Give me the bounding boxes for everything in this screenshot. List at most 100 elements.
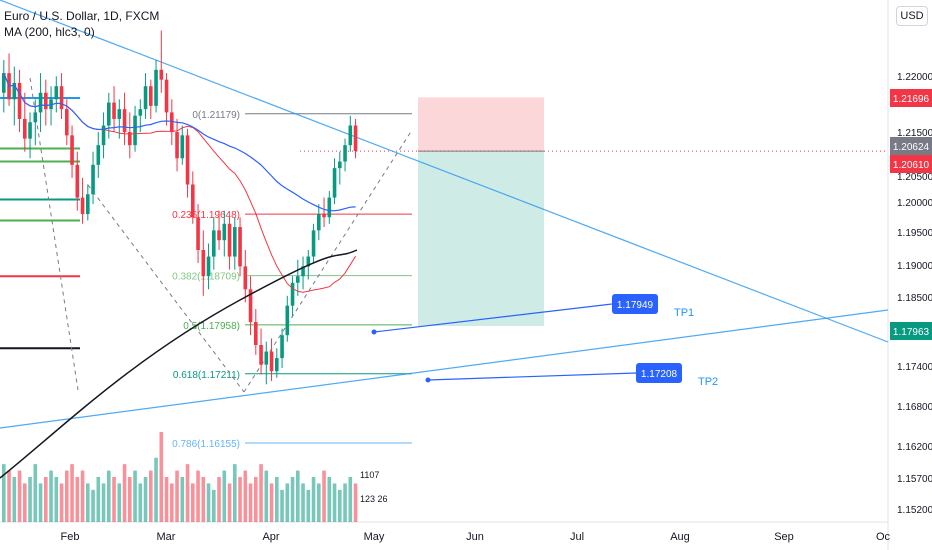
volume-bar: [2, 464, 6, 522]
candle-body: [44, 92, 48, 110]
candle-body: [28, 122, 32, 139]
volume-bar: [290, 477, 295, 522]
target-price-text: 1.17208: [641, 369, 678, 380]
y-tick-label: 1.19500: [897, 228, 932, 239]
target-label: TP2: [698, 376, 718, 388]
candle-body: [112, 102, 116, 119]
candle-body: [280, 335, 284, 359]
candle-body: [191, 184, 195, 218]
volume-bar: [107, 470, 111, 522]
volume-bar: [217, 477, 221, 522]
target-label: TP1: [674, 307, 694, 319]
y-tick-label: 1.15200: [897, 505, 932, 516]
volume-bar: [264, 470, 269, 522]
candle-body: [91, 164, 95, 195]
indicator-label[interactable]: MA (200, hlc3, 0): [4, 25, 95, 39]
price-label-box: [890, 322, 932, 340]
volume-bar: [201, 477, 206, 522]
candle-body: [86, 194, 90, 214]
y-tick-label: 1.20000: [897, 198, 932, 209]
price-label-box: [890, 155, 932, 173]
candle-body: [206, 256, 211, 277]
candle-body: [149, 86, 153, 106]
candle-body: [322, 213, 326, 218]
volume-bar: [306, 489, 311, 522]
candle-body: [332, 168, 337, 198]
price-label-box: [890, 89, 932, 107]
candles-layer: [1, 30, 358, 385]
y-tick-label: 1.21500: [897, 128, 932, 139]
target-price-box: [612, 294, 658, 314]
candle-body: [254, 322, 258, 345]
candle-body: [343, 145, 347, 162]
candle-body: [348, 125, 353, 146]
candle-body: [154, 69, 158, 106]
candle-body: [248, 289, 253, 323]
candle-body: [269, 351, 274, 372]
volume-bar: [117, 483, 122, 522]
candle-body: [38, 92, 43, 113]
volume-label: 1107: [360, 470, 379, 480]
candle-body: [96, 145, 101, 165]
candle-body: [327, 197, 332, 218]
y-tick-label: 1.17400: [897, 362, 932, 373]
candle-body: [128, 132, 132, 146]
volume-bar: [185, 464, 190, 522]
stop-loss-zone: [418, 97, 544, 152]
volume-bar: [91, 489, 95, 522]
candle-body: [238, 227, 242, 267]
candle-body: [243, 266, 248, 290]
ma-200-line: [0, 249, 358, 479]
volume-bar: [206, 483, 211, 522]
descending-trendline: [0, 0, 889, 343]
candle-body: [65, 109, 69, 136]
volume-bar: [128, 477, 132, 522]
y-tick-label: 1.18500: [897, 293, 932, 304]
candle-body: [338, 161, 342, 169]
volume-bar: [275, 477, 279, 522]
ma-medium-line: [3, 72, 356, 212]
candle-body: [143, 86, 148, 110]
fib-level-label: 0.786(1.16155): [172, 439, 240, 450]
price-label-text: 1.20624: [893, 142, 930, 153]
currency-button[interactable]: USD: [896, 6, 928, 26]
candle-body: [222, 223, 227, 241]
candle-body: [138, 109, 143, 116]
volume-bar: [149, 470, 153, 522]
candle-body: [317, 213, 321, 231]
fib-level-label: 0.618(1.17211): [173, 370, 240, 381]
plot-area: [0, 0, 888, 522]
volume-bar: [196, 470, 200, 522]
candle-body: [259, 345, 263, 365]
volume-bar: [80, 470, 85, 522]
candle-body: [122, 109, 127, 133]
take-profit-zone: [418, 151, 544, 326]
volume-bar: [12, 477, 17, 522]
candle-body: [1, 73, 6, 93]
candle-body: [23, 118, 27, 139]
volume-bar: [23, 483, 27, 522]
volume-bar: [143, 477, 148, 522]
candle-body: [133, 115, 137, 146]
volume-bar: [212, 489, 216, 522]
candle-body: [290, 282, 295, 306]
candle-body: [275, 358, 279, 372]
fibonacci-retracement: 0(1.21179) 0.236(1.19648) 0.382(1.18709) 0.…: [172, 110, 412, 450]
volume-bar: [17, 470, 22, 522]
volume-bar: [296, 470, 300, 522]
volume-bar: [164, 477, 169, 522]
candle-body: [49, 99, 53, 110]
x-tick-label: May: [364, 531, 385, 543]
volume-bar: [311, 477, 316, 522]
dashed-trend-line: [87, 184, 245, 393]
x-tick-label: Mar: [157, 531, 176, 543]
candle-body: [33, 112, 38, 123]
volume-bar: [280, 489, 284, 522]
fib-level-label: 0.5(1.17958): [183, 321, 240, 332]
target-arrow-line: [427, 372, 637, 381]
target-arrow-line: [373, 303, 613, 333]
x-tick-label: Jul: [570, 531, 584, 543]
symbol-title[interactable]: Euro / U.S. Dollar, 1D, FXCM: [4, 9, 160, 23]
